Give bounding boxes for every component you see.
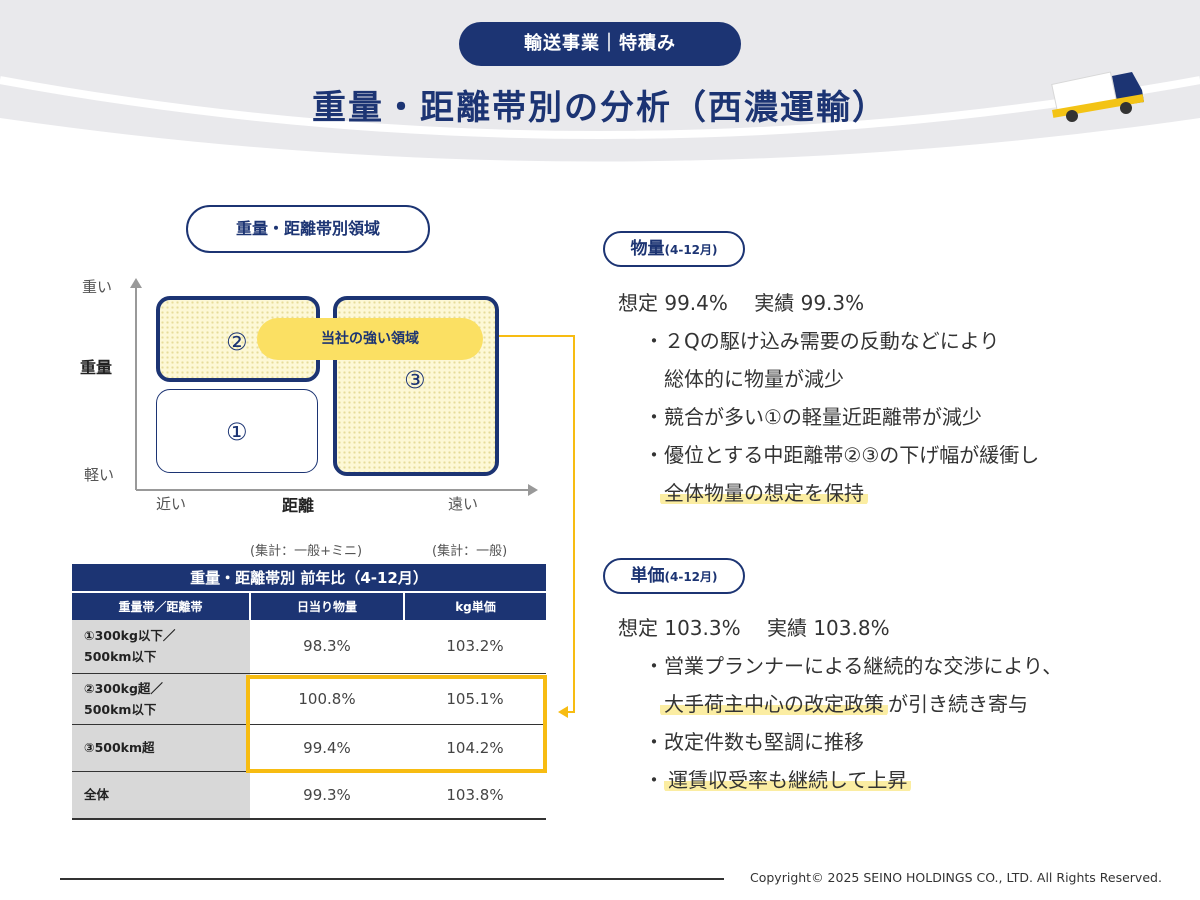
header-arc-graphic bbox=[0, 0, 1200, 162]
x-axis-title: 距離 bbox=[282, 496, 315, 515]
price-bullet-2: ・改定件数も堅調に推移 bbox=[644, 730, 864, 754]
price-bullet-1-cont: 大手荷主中心の改定政策 が引き続き寄与 bbox=[660, 688, 1028, 717]
volume-bullet-3-cont: 全体物量の想定を保持 bbox=[660, 477, 868, 506]
column-header-volume: 日当り物量 bbox=[249, 591, 404, 620]
y-label-light: 軽い bbox=[84, 466, 115, 484]
volume-heading: 物量(4-12月) bbox=[603, 231, 745, 267]
volume-plan-actual: 想定 99.4% 実績 99.3% bbox=[618, 291, 865, 315]
marker-highlight: 全体物量の想定を保持 bbox=[660, 481, 868, 505]
tally-note-general-mini: (集計：一般+ミニ) bbox=[250, 544, 363, 559]
comparison-table: 重量・距離帯別 前年比（4-12月） 重量帯／距離帯 日当り物量 kg単価 ①3… bbox=[72, 564, 546, 820]
x-label-far: 遠い bbox=[448, 495, 479, 513]
table-row: ②300kg超／ 500km以下 100.8% 105.1% bbox=[72, 673, 546, 725]
column-header-price: kg単価 bbox=[402, 591, 546, 620]
x-label-near: 近い bbox=[156, 495, 187, 513]
marker-highlight: 大手荷主中心の改定政策 bbox=[660, 692, 888, 716]
price-bullet-3: ・運賃収受率も継続して上昇 bbox=[644, 764, 912, 793]
row-label: ②300kg超／ 500km以下 bbox=[72, 673, 250, 725]
copyright: Copyright© 2025 SEINO HOLDINGS CO., LTD.… bbox=[750, 870, 1162, 885]
region-number-1: ① bbox=[226, 418, 248, 446]
table-row-total: 全体 99.3% 103.8% bbox=[72, 771, 546, 820]
region-heading: 重量・距離帯別領域 bbox=[186, 205, 430, 253]
volume-bullet-3: ・優位とする中距離帯②③の下げ幅が緩衝し bbox=[644, 443, 1040, 467]
volume-cell: 100.8% bbox=[250, 673, 404, 725]
region-box-1 bbox=[156, 389, 318, 473]
header-background bbox=[0, 0, 1200, 170]
volume-bullet-1: ・２Qの駆け込み需要の反動などにより bbox=[644, 329, 1000, 353]
price-cell: 103.8% bbox=[403, 771, 546, 820]
page-title: 重量・距離帯別の分析（西濃運輸） bbox=[312, 88, 888, 128]
table-row: ①300kg以下／ 500km以下 98.3% 103.2% bbox=[72, 620, 546, 674]
volume-cell: 98.3% bbox=[250, 620, 404, 674]
region-number-3: ③ bbox=[404, 366, 426, 394]
region-number-2: ② bbox=[226, 328, 248, 356]
row-label: ①300kg以下／ 500km以下 bbox=[72, 620, 250, 674]
price-plan-actual: 想定 103.3% 実績 103.8% bbox=[618, 616, 890, 640]
matrix-axes bbox=[130, 278, 538, 496]
price-cell: 103.2% bbox=[403, 620, 546, 674]
truck-icon bbox=[1051, 71, 1144, 122]
strong-area-badge: 当社の強い領域 bbox=[257, 318, 483, 360]
row-label: 全体 bbox=[72, 771, 250, 820]
table-caption: 重量・距離帯別 前年比（4-12月） bbox=[72, 564, 546, 593]
volume-bullet-2: ・競合が多い①の軽量近距離帯が減少 bbox=[644, 405, 982, 429]
connector-arrow bbox=[484, 335, 575, 718]
volume-cell: 99.3% bbox=[250, 771, 404, 820]
segment-badge: 輸送事業｜特積み bbox=[459, 22, 741, 66]
price-bullet-1: ・営業プランナーによる継続的な交渉により、 bbox=[644, 654, 1063, 678]
price-cell: 104.2% bbox=[403, 724, 546, 772]
volume-bullet-1-cont: 総体的に物量が減少 bbox=[664, 367, 844, 391]
column-header-band: 重量帯／距離帯 bbox=[72, 591, 250, 620]
price-cell: 105.1% bbox=[403, 673, 546, 725]
y-axis-title: 重量 bbox=[80, 358, 113, 377]
y-label-heavy: 重い bbox=[82, 278, 113, 296]
footer-rule bbox=[60, 878, 724, 880]
marker-highlight: 運賃収受率も継続して上昇 bbox=[664, 768, 912, 792]
price-heading: 単価(4-12月) bbox=[603, 558, 745, 594]
highlight-frame bbox=[246, 675, 547, 773]
table-row: ③500km超 99.4% 104.2% bbox=[72, 724, 546, 772]
tally-note-general: (集計：一般) bbox=[432, 544, 508, 559]
row-label: ③500km超 bbox=[72, 724, 250, 772]
